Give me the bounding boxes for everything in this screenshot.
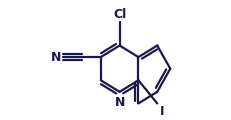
Text: I: I	[159, 105, 164, 118]
Text: Cl: Cl	[112, 8, 126, 21]
Text: N: N	[51, 51, 61, 64]
Text: N: N	[114, 96, 124, 109]
